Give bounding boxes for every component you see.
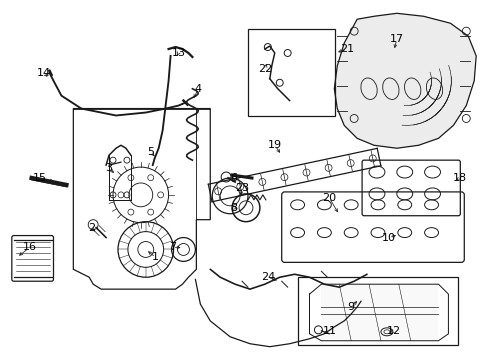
Text: 14: 14 (36, 68, 50, 78)
Bar (297, 277, 458, 345)
Text: 15: 15 (33, 173, 47, 183)
Polygon shape (334, 13, 476, 148)
Text: 17: 17 (390, 34, 404, 44)
Text: 24: 24 (261, 272, 275, 282)
Text: 22: 22 (258, 64, 272, 74)
Text: 4: 4 (195, 84, 202, 94)
Text: 5: 5 (147, 147, 154, 157)
Text: 11: 11 (322, 326, 336, 336)
Text: 21: 21 (340, 44, 354, 54)
Text: 12: 12 (387, 326, 401, 336)
Bar (248, 29, 335, 117)
Text: 16: 16 (23, 243, 37, 252)
Text: 23: 23 (235, 183, 249, 193)
Text: 20: 20 (322, 193, 337, 203)
Text: 3: 3 (105, 163, 113, 173)
Text: 8: 8 (230, 203, 238, 213)
Text: 7: 7 (169, 243, 176, 252)
Text: 9: 9 (347, 302, 355, 312)
Text: 10: 10 (382, 233, 396, 243)
Text: 1: 1 (152, 252, 159, 262)
Text: 13: 13 (172, 48, 186, 58)
Text: 2: 2 (88, 222, 95, 233)
Text: 18: 18 (453, 173, 467, 183)
Text: 19: 19 (268, 140, 282, 150)
Text: 6: 6 (231, 173, 238, 183)
